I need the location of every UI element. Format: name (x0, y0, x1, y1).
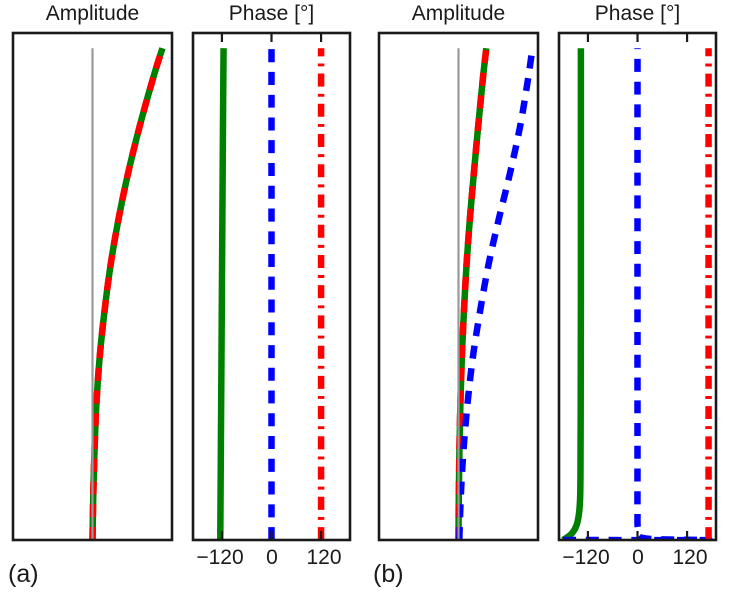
tick-label-a-phase-minus120: −120 (196, 546, 244, 569)
axes-a-phase (191, 31, 352, 542)
tick-label-b-phase-minus120: −120 (562, 546, 610, 569)
panel-title-a-phase: Phase [°] (228, 2, 315, 25)
panel-title-b-amplitude: Amplitude (411, 2, 506, 25)
axis-box-b-amplitude (377, 31, 540, 542)
tick-label-a-phase-plus120: 120 (306, 546, 342, 569)
curves-b-phase (561, 48, 713, 540)
panel-title-a-amplitude: Amplitude (45, 2, 140, 25)
curves-a-phase (217, 48, 325, 540)
series-blue-dashed-phase-b (563, 48, 713, 540)
series-green-solid-phase-b (561, 48, 585, 540)
series-red-dashed-amplitude-a (89, 47, 166, 540)
axis-box-a-amplitude (11, 31, 174, 542)
subfigure-label-a: (a) (8, 560, 39, 588)
panel-title-b-phase: Phase [°] (594, 2, 681, 25)
tick-label-b-phase-zero: 0 (632, 546, 644, 569)
subfigure-label-b: (b) (373, 560, 404, 588)
axes-b-amplitude (377, 31, 540, 542)
tick-label-a-phase-zero: 0 (266, 546, 278, 569)
series-green-solid-amplitude-a (89, 47, 166, 540)
tick-label-b-phase-plus120: 120 (672, 546, 708, 569)
series-blue-dashed-amplitude-b (456, 47, 536, 540)
curves-a-amplitude (89, 47, 166, 540)
curves-b-amplitude (455, 47, 536, 540)
series-red-dashed-amplitude-b (455, 47, 490, 540)
axes-a-amplitude (11, 31, 174, 542)
series-green-solid-phase-a (217, 48, 227, 540)
axes-b-phase (557, 31, 718, 542)
